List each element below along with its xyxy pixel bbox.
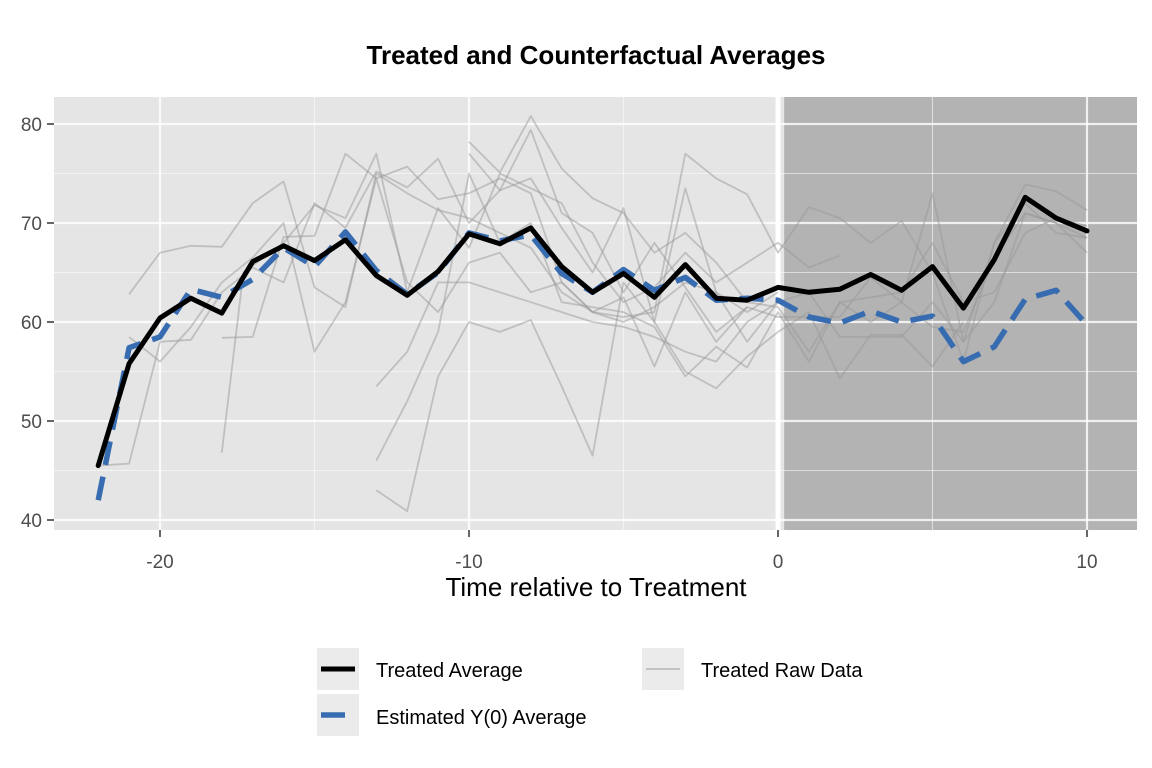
raw-data-line xyxy=(128,177,779,363)
y-tick-label: 70 xyxy=(21,214,42,235)
post-treatment-shading xyxy=(784,97,1137,530)
raw-data-line xyxy=(375,202,1088,387)
x-tick-label: -20 xyxy=(146,552,173,573)
raw-data-line xyxy=(128,152,1088,363)
y-tick-label: 50 xyxy=(21,412,42,433)
axes: -20 -10 0 10 40 50 60 70 80 xyxy=(21,115,1098,573)
average-lines xyxy=(95,194,1090,501)
x-tick-label: 10 xyxy=(1076,552,1097,573)
x-axis-title: Time relative to Treatment xyxy=(445,572,747,602)
x-tick-label: 0 xyxy=(773,552,784,573)
legend: Treated Average Treated Raw Data Estimated… xyxy=(317,648,863,736)
legend-label: Treated Average xyxy=(376,660,523,682)
treated-average-line xyxy=(95,194,1090,469)
raw-data-line xyxy=(468,129,1088,343)
raw-data-line xyxy=(375,172,1088,462)
chart-title: Treated and Counterfactual Averages xyxy=(367,40,826,70)
raw-data-line xyxy=(221,152,748,368)
y-tick-label: 80 xyxy=(21,115,42,136)
raw-data-line xyxy=(468,115,1088,353)
legend-label: Treated Raw Data xyxy=(701,660,863,682)
y-tick-label: 40 xyxy=(21,511,42,532)
y-tick-label: 60 xyxy=(21,313,42,334)
raw-data-line xyxy=(375,281,965,512)
legend-label: Estimated Y(0) Average xyxy=(376,707,587,729)
x-tick-label: -10 xyxy=(455,552,482,573)
